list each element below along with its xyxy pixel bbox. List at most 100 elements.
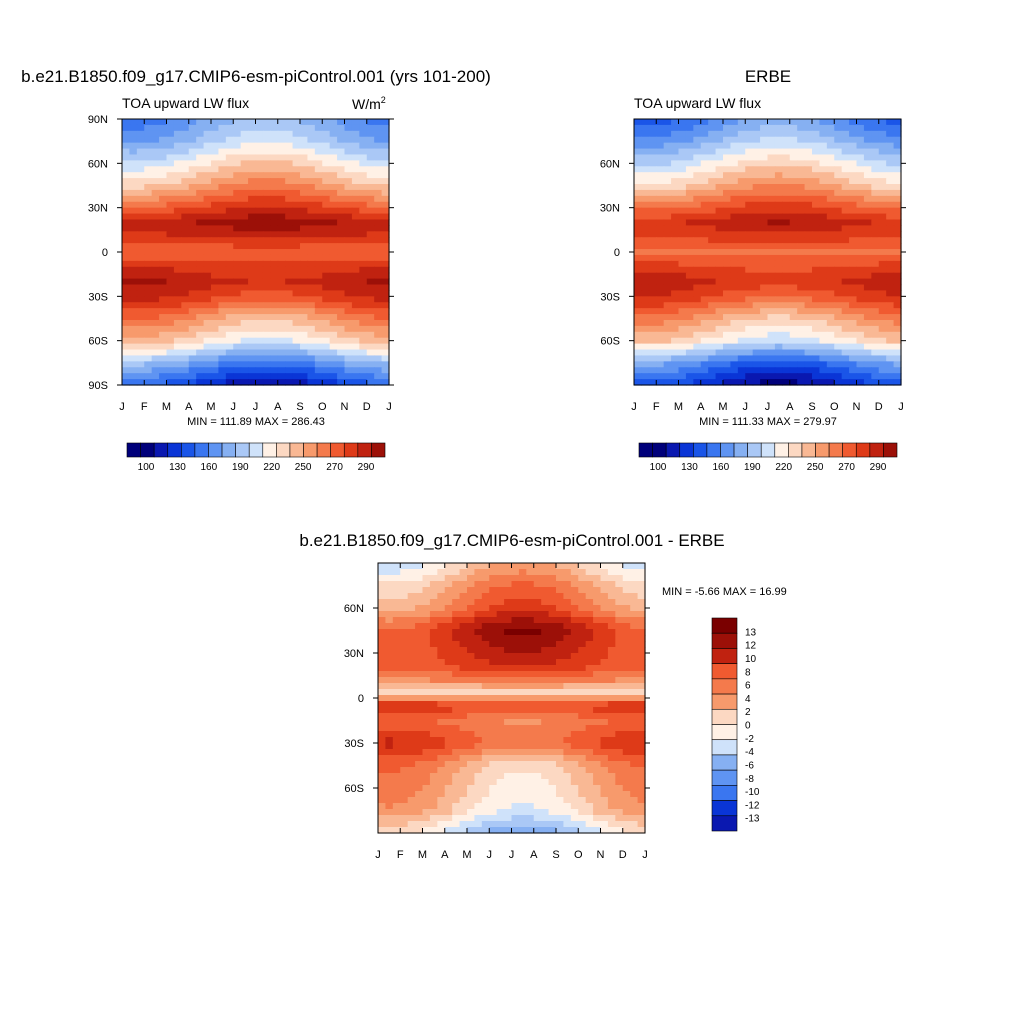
field-cell <box>444 791 453 798</box>
field-cell <box>203 284 212 292</box>
field-cell <box>407 599 416 606</box>
field-cell <box>437 719 446 726</box>
field-cell <box>151 254 160 262</box>
colorbar-box <box>706 442 721 458</box>
field-cell <box>812 361 821 368</box>
field-cell <box>459 647 468 654</box>
field-cell <box>607 677 616 684</box>
field-cell <box>489 701 498 708</box>
field-cell <box>541 779 550 786</box>
field-cell <box>136 302 145 309</box>
field-cell <box>422 773 431 780</box>
field-cell <box>745 296 754 303</box>
field-cell <box>812 154 821 161</box>
field-cell <box>233 254 242 262</box>
field-cell <box>656 213 665 221</box>
field-cell <box>615 653 624 660</box>
field-cell <box>526 725 535 732</box>
field-cell <box>556 683 565 690</box>
field-cell <box>637 671 646 678</box>
field-cell <box>248 373 257 380</box>
field-cell <box>481 719 490 726</box>
field-cell <box>693 379 702 386</box>
field-cell <box>878 284 887 292</box>
field-cell <box>812 379 821 386</box>
field-cell <box>218 272 227 280</box>
field-cell <box>685 166 694 173</box>
field-cell <box>648 225 657 232</box>
field-cell <box>467 749 476 756</box>
field-cell <box>671 184 680 191</box>
field-cell <box>337 130 346 138</box>
field-cell <box>671 308 680 315</box>
field-cell <box>481 617 490 624</box>
field-cell <box>504 599 513 606</box>
field-cell <box>570 803 579 810</box>
field-cell <box>641 308 650 315</box>
field-cell <box>767 314 776 321</box>
field-cell <box>415 725 424 732</box>
field-cell <box>481 593 490 600</box>
field-cell <box>834 284 843 292</box>
y-tick-label: 0 <box>614 247 620 259</box>
field-cell <box>541 821 550 828</box>
field-cell <box>211 213 220 221</box>
field-cell <box>511 611 520 618</box>
field-cell <box>782 367 791 374</box>
field-cell <box>225 331 234 339</box>
field-cell <box>841 184 850 191</box>
field-cell <box>452 695 461 702</box>
field-cell <box>385 665 394 672</box>
field-cell <box>782 373 791 380</box>
field-cell <box>782 172 791 179</box>
field-cell <box>366 225 375 232</box>
y-tick-label: 30S <box>600 291 620 303</box>
field-cell <box>541 707 550 714</box>
field-cell <box>556 647 565 654</box>
field-cell <box>481 797 490 804</box>
field-cell <box>886 201 895 209</box>
field-cell <box>671 272 680 280</box>
field-cell <box>886 237 895 244</box>
field-cell <box>459 569 468 576</box>
field-cell <box>585 581 594 588</box>
field-cell <box>262 284 271 292</box>
field-cell <box>760 355 769 362</box>
x-tick-label: A <box>185 401 193 413</box>
field-cell <box>337 237 346 244</box>
field-cell <box>886 189 895 197</box>
field-cell <box>255 331 264 339</box>
field-cell <box>344 178 353 185</box>
field-cell <box>745 290 754 297</box>
field-cell <box>366 154 375 161</box>
field-cell <box>151 349 160 357</box>
field-cell <box>285 355 294 362</box>
field-cell <box>615 707 624 714</box>
field-cell <box>444 737 453 744</box>
field-cell <box>181 249 190 256</box>
field-cell <box>641 254 650 262</box>
field-cell <box>385 749 394 756</box>
field-cell <box>359 124 368 132</box>
field-cell <box>359 325 368 333</box>
field-cell <box>797 331 806 339</box>
field-cell <box>878 373 887 380</box>
field-cell <box>136 331 145 339</box>
colorbar-box <box>235 442 250 458</box>
field-cell <box>378 767 387 774</box>
field-cell <box>277 195 286 203</box>
field-cell <box>385 803 394 810</box>
field-cell <box>400 581 409 588</box>
field-cell <box>548 677 557 684</box>
field-cell <box>578 707 587 714</box>
field-cell <box>767 243 776 250</box>
field-cell <box>173 195 182 203</box>
field-cell <box>856 136 865 144</box>
field-cell <box>173 154 182 161</box>
field-cell <box>723 249 732 256</box>
field-cell <box>344 124 353 132</box>
field-cell <box>248 142 257 150</box>
field-cell <box>760 124 769 132</box>
field-cell <box>381 314 390 321</box>
field-cell <box>429 695 438 702</box>
